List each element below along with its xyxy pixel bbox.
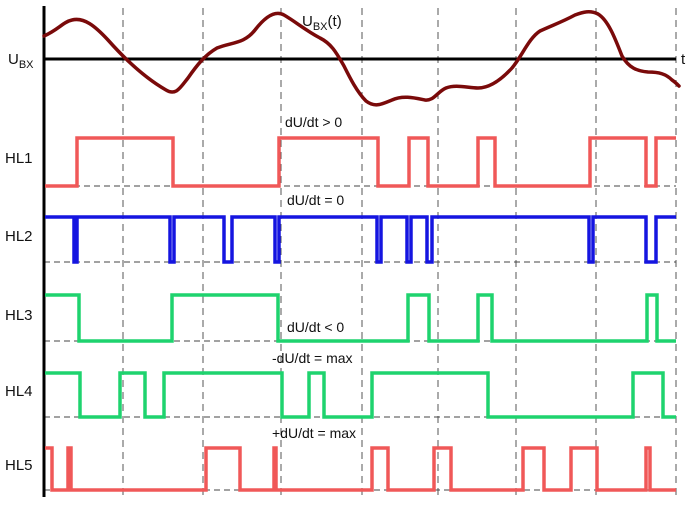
axis-label: UBX [8, 51, 34, 71]
condition-hl1: dU/dt > 0 [285, 114, 342, 130]
hl5-waveform [45, 446, 676, 492]
signal-name-label: UBX(t) [302, 13, 342, 33]
hl4-waveform [45, 371, 676, 419]
channel-label-hl5: HL5 [5, 457, 33, 474]
condition-hl4: -dU/dt = max [272, 350, 353, 366]
channel-label-hl3: HL3 [5, 307, 33, 324]
condition-hl2: dU/dt = 0 [287, 192, 344, 208]
hl2-waveform [45, 215, 676, 264]
condition-hl3: dU/dt < 0 [287, 319, 344, 335]
hl3-waveform [45, 293, 676, 343]
time-gridlines [122, 8, 677, 495]
time-axis-label: t [681, 51, 686, 68]
channel-label-hl1: HL1 [5, 150, 33, 167]
signal-curve [42, 10, 681, 107]
channel-baselines [44, 185, 676, 491]
hl1-waveform [45, 136, 676, 188]
condition-hl5: +dU/dt = max [272, 425, 356, 441]
channel-label-hl4: HL4 [5, 383, 33, 400]
channel-label-hl2: HL2 [5, 228, 33, 245]
